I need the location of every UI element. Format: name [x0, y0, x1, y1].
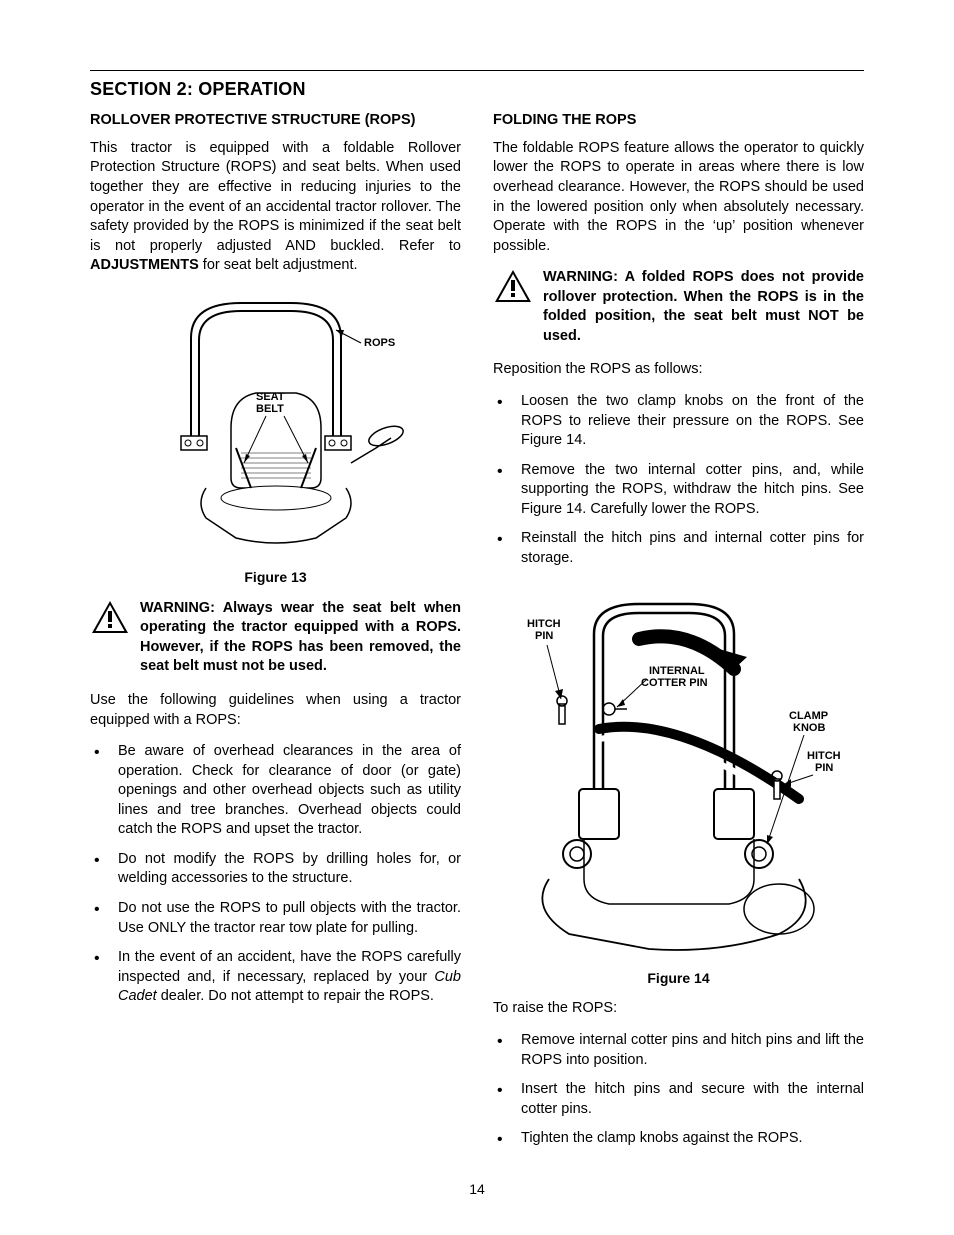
list-item: Tighten the clamp knobs against the ROPS… [493, 1129, 864, 1149]
figure-13-svg: ROPS SEAT BELT [136, 288, 416, 558]
guidelines-intro: Use the following guidelines when using … [90, 691, 461, 730]
list-item: In the event of an accident, have the RO… [90, 948, 461, 1007]
fig14-internal2: COTTER PIN [641, 677, 708, 689]
warning-icon [90, 599, 130, 642]
list-item: Do not modify the ROPS by drilling holes… [90, 850, 461, 889]
page-number: 14 [0, 1180, 954, 1199]
warning-icon [493, 268, 533, 311]
figure-14-caption: Figure 14 [493, 969, 864, 988]
fig13-label-rops: ROPS [364, 337, 395, 349]
list-item: Be aware of overhead clearances in the a… [90, 742, 461, 840]
right-intro: The foldable ROPS feature allows the ope… [493, 139, 864, 256]
figure-13-caption: Figure 13 [90, 568, 461, 587]
fig14-clamp1: CLAMP [789, 710, 828, 722]
section-title: SECTION 2: OPERATION [90, 77, 864, 101]
warning-2-text: WARNING: A folded ROPS does not provide … [543, 268, 864, 346]
list-item: Reinstall the hitch pins and internal co… [493, 529, 864, 568]
fig14-hitchpin1b: PIN [535, 630, 553, 642]
left-column: ROLLOVER PROTECTIVE STRUCTURE (ROPS) Thi… [90, 111, 461, 1159]
intro-after: for seat belt adjustment. [199, 257, 358, 273]
warning-2: WARNING: A folded ROPS does not provide … [493, 268, 864, 346]
right-column: FOLDING THE ROPS The foldable ROPS featu… [493, 111, 864, 1159]
figure-14-svg: HITCH PIN INTERNAL COTTER PIN CLAMP KNOB… [499, 579, 859, 959]
figure-14: HITCH PIN INTERNAL COTTER PIN CLAMP KNOB… [493, 579, 864, 988]
list-item: Insert the hitch pins and secure with th… [493, 1080, 864, 1119]
list-item: Remove the two internal cotter pins, and… [493, 461, 864, 520]
right-heading: FOLDING THE ROPS [493, 111, 864, 131]
fig14-clamp2: KNOB [793, 722, 825, 734]
reposition-intro: Reposition the ROPS as follows: [493, 360, 864, 380]
intro-before: This tractor is equipped with a foldable… [90, 140, 461, 254]
right-bullets-raise: Remove internal cotter pins and hitch pi… [493, 1031, 864, 1149]
top-rule [90, 70, 864, 71]
fig14-hitchpin2a: HITCH [807, 750, 841, 762]
list-item: Loosen the two clamp knobs on the front … [493, 392, 864, 451]
list-item: Remove internal cotter pins and hitch pi… [493, 1031, 864, 1070]
left-heading: ROLLOVER PROTECTIVE STRUCTURE (ROPS) [90, 111, 461, 131]
warning-1: WARNING: Always wear the seat belt when … [90, 599, 461, 677]
right-bullets-lower: Loosen the two clamp knobs on the front … [493, 392, 864, 569]
figure-13: ROPS SEAT BELT Figure 13 [90, 288, 461, 587]
fig14-hitchpin1a: HITCH [527, 618, 561, 630]
fig13-label-belt: BELT [256, 403, 284, 415]
warning-1-text: WARNING: Always wear the seat belt when … [140, 599, 461, 677]
fig13-label-seat: SEAT [256, 391, 285, 403]
left-intro: This tractor is equipped with a foldable… [90, 139, 461, 276]
left-bullets: Be aware of overhead clearances in the a… [90, 742, 461, 1007]
raise-intro: To raise the ROPS: [493, 999, 864, 1019]
intro-bold: ADJUSTMENTS [90, 257, 199, 273]
two-column-layout: ROLLOVER PROTECTIVE STRUCTURE (ROPS) Thi… [90, 111, 864, 1159]
list-item: Do not use the ROPS to pull objects with… [90, 899, 461, 938]
fig14-internal1: INTERNAL [649, 665, 705, 677]
fig14-hitchpin2b: PIN [815, 762, 833, 774]
